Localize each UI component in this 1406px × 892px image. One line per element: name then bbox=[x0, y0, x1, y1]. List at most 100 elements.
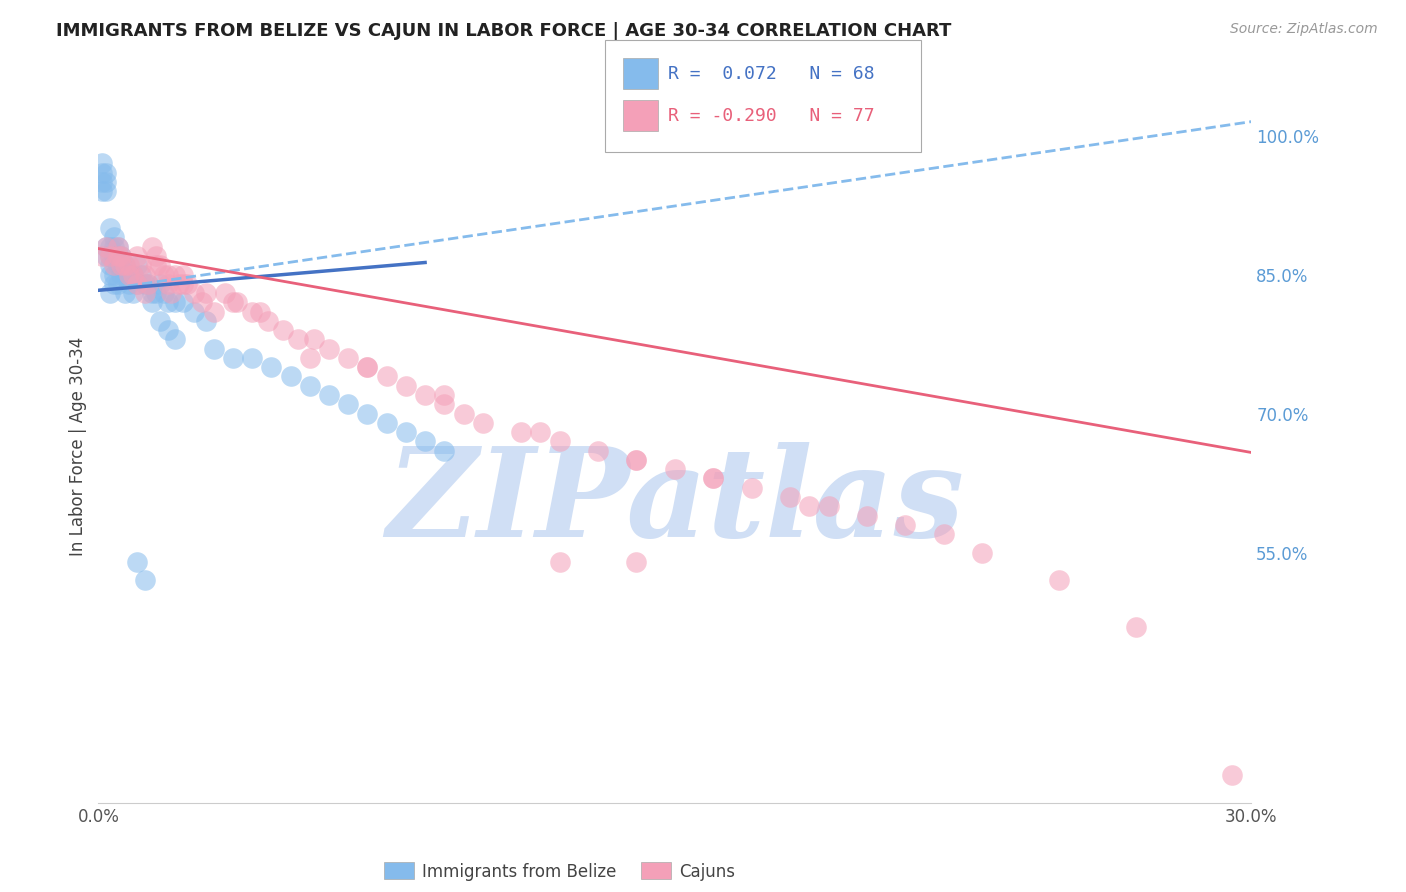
Point bbox=[91, 249, 114, 263]
Point bbox=[702, 471, 724, 485]
Point bbox=[103, 230, 125, 244]
Point bbox=[375, 416, 398, 430]
Point bbox=[932, 527, 955, 541]
Legend: Immigrants from Belize, Cajuns: Immigrants from Belize, Cajuns bbox=[377, 855, 742, 888]
Point bbox=[114, 258, 136, 272]
Y-axis label: In Labor Force | Age 30-34: In Labor Force | Age 30-34 bbox=[69, 336, 87, 556]
Point bbox=[152, 268, 174, 282]
Point bbox=[249, 304, 271, 318]
Point bbox=[356, 407, 378, 421]
Point bbox=[586, 443, 609, 458]
Point bbox=[413, 388, 436, 402]
Point bbox=[195, 314, 218, 328]
Point bbox=[91, 175, 114, 189]
Point bbox=[453, 407, 475, 421]
Point bbox=[122, 268, 145, 282]
Point bbox=[94, 166, 117, 180]
Point bbox=[172, 277, 194, 291]
Point bbox=[118, 277, 141, 291]
Point bbox=[741, 481, 763, 495]
Point bbox=[548, 434, 571, 449]
Point bbox=[302, 333, 325, 347]
Point bbox=[94, 184, 117, 198]
Point bbox=[256, 314, 278, 328]
Point bbox=[114, 258, 136, 272]
Point bbox=[165, 268, 187, 282]
Point bbox=[856, 508, 879, 523]
Point bbox=[118, 268, 141, 282]
Point bbox=[298, 351, 321, 365]
Point bbox=[134, 574, 156, 588]
Point bbox=[260, 360, 283, 375]
Point bbox=[510, 425, 533, 439]
Point bbox=[107, 249, 129, 263]
Text: IMMIGRANTS FROM BELIZE VS CAJUN IN LABOR FORCE | AGE 30-34 CORRELATION CHART: IMMIGRANTS FROM BELIZE VS CAJUN IN LABOR… bbox=[56, 22, 952, 40]
Point bbox=[94, 175, 117, 189]
Point bbox=[118, 258, 141, 272]
Point bbox=[149, 258, 172, 272]
Point bbox=[1125, 620, 1147, 634]
Point bbox=[94, 240, 117, 254]
Point bbox=[222, 351, 245, 365]
Point bbox=[337, 397, 360, 411]
Point bbox=[103, 249, 125, 263]
Point bbox=[1220, 768, 1243, 782]
Point bbox=[529, 425, 551, 439]
Point bbox=[98, 249, 121, 263]
Point bbox=[149, 277, 172, 291]
Point bbox=[110, 249, 132, 263]
Point bbox=[271, 323, 294, 337]
Text: ZIPatlas: ZIPatlas bbox=[385, 442, 965, 564]
Point bbox=[356, 360, 378, 375]
Point bbox=[548, 555, 571, 569]
Point bbox=[176, 277, 198, 291]
Point bbox=[172, 268, 194, 282]
Point bbox=[318, 388, 340, 402]
Point bbox=[156, 295, 179, 310]
Point bbox=[107, 277, 129, 291]
Point bbox=[122, 268, 145, 282]
Point bbox=[114, 268, 136, 282]
Point bbox=[626, 555, 648, 569]
Point bbox=[195, 286, 218, 301]
Point bbox=[165, 295, 187, 310]
Point bbox=[702, 471, 724, 485]
Point bbox=[134, 277, 156, 291]
Point bbox=[664, 462, 686, 476]
Point bbox=[214, 286, 236, 301]
Point bbox=[94, 240, 117, 254]
Point bbox=[626, 453, 648, 467]
Point bbox=[91, 166, 114, 180]
Point bbox=[433, 388, 456, 402]
Point bbox=[91, 184, 114, 198]
Point bbox=[134, 268, 156, 282]
Point bbox=[110, 258, 132, 272]
Point bbox=[114, 286, 136, 301]
Point bbox=[145, 249, 167, 263]
Point bbox=[202, 304, 225, 318]
Point bbox=[280, 369, 302, 384]
Point bbox=[107, 240, 129, 254]
Point bbox=[145, 286, 167, 301]
Point bbox=[125, 555, 148, 569]
Point bbox=[110, 249, 132, 263]
Point bbox=[129, 268, 152, 282]
Point bbox=[287, 333, 309, 347]
Point bbox=[375, 369, 398, 384]
Point bbox=[183, 304, 205, 318]
Point bbox=[98, 286, 121, 301]
Point bbox=[240, 304, 263, 318]
Point bbox=[1047, 574, 1070, 588]
Text: Source: ZipAtlas.com: Source: ZipAtlas.com bbox=[1230, 22, 1378, 37]
Point bbox=[125, 249, 148, 263]
Text: R =  0.072   N = 68: R = 0.072 N = 68 bbox=[668, 65, 875, 83]
Point bbox=[156, 268, 179, 282]
Point bbox=[337, 351, 360, 365]
Point bbox=[471, 416, 494, 430]
Point bbox=[626, 453, 648, 467]
Point bbox=[134, 286, 156, 301]
Point bbox=[799, 500, 821, 514]
Point bbox=[103, 277, 125, 291]
Point bbox=[138, 277, 160, 291]
Point bbox=[145, 258, 167, 272]
